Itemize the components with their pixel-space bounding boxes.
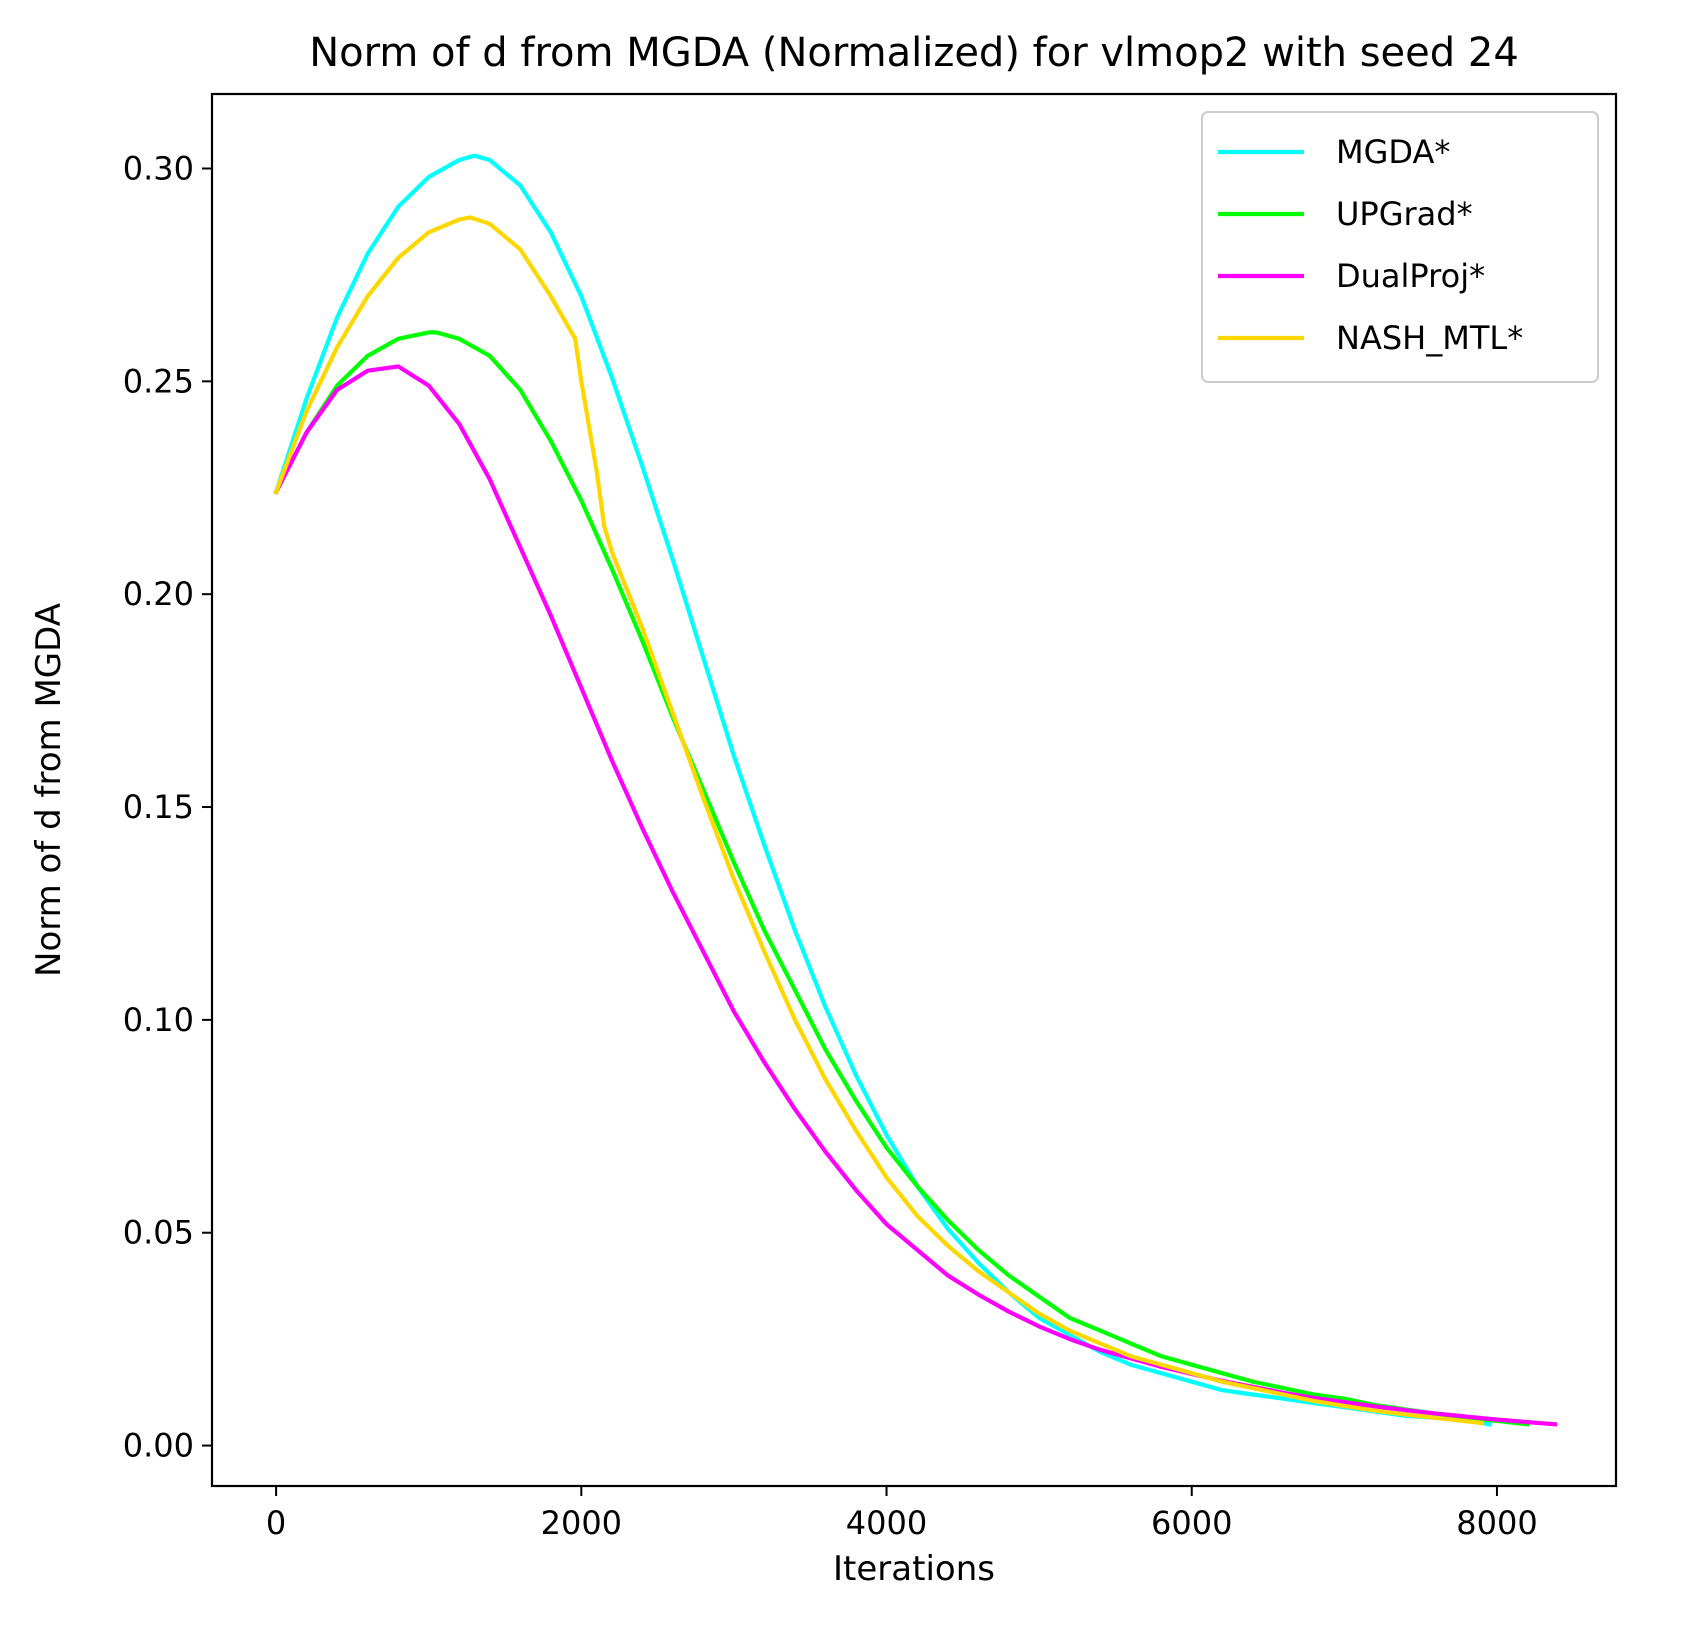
legend: MGDA* UPGrad* DualProj* NASH_MTL* (1201, 111, 1599, 383)
series-line-3 (273, 215, 1485, 1426)
chart-title: Norm of d from MGDA (Normalized) for vlm… (309, 30, 1519, 76)
x-tick-label: 4000 (846, 1504, 927, 1542)
x-tick-label: 8000 (1456, 1504, 1537, 1542)
y-axis-label: Norm of d from MGDA (29, 603, 69, 977)
x-axis: 0 2000 4000 6000 8000 (266, 1486, 1538, 1542)
y-tick-label: 0.20 (123, 575, 194, 613)
legend-box (1201, 111, 1599, 383)
legend-label-2: DualProj* (1336, 257, 1485, 295)
y-tick-label: 0.05 (123, 1214, 194, 1252)
legend-label-1: UPGrad* (1336, 195, 1473, 233)
y-tick-label: 0.25 (123, 362, 194, 400)
x-tick-label: 2000 (541, 1504, 622, 1542)
x-axis-label: Iterations (833, 1549, 995, 1589)
series-layer (273, 153, 1558, 1427)
x-tick-label: 0 (266, 1504, 286, 1542)
legend-label-0: MGDA* (1336, 133, 1450, 171)
y-tick-label: 0.10 (123, 1001, 194, 1039)
series-line-2 (273, 364, 1558, 1427)
legend-label-3: NASH_MTL* (1336, 319, 1523, 357)
plot-frame (210, 92, 1618, 1488)
y-tick-label: 0.15 (123, 788, 194, 826)
x-tick-label: 6000 (1151, 1504, 1232, 1542)
y-axis: 0.00 0.05 0.10 0.15 0.20 0.25 0.30 (123, 149, 212, 1465)
y-tick-label: 0.30 (123, 149, 194, 187)
series-line-1 (273, 330, 1530, 1427)
y-tick-label: 0.00 (123, 1427, 194, 1465)
series-line-0 (273, 153, 1492, 1427)
